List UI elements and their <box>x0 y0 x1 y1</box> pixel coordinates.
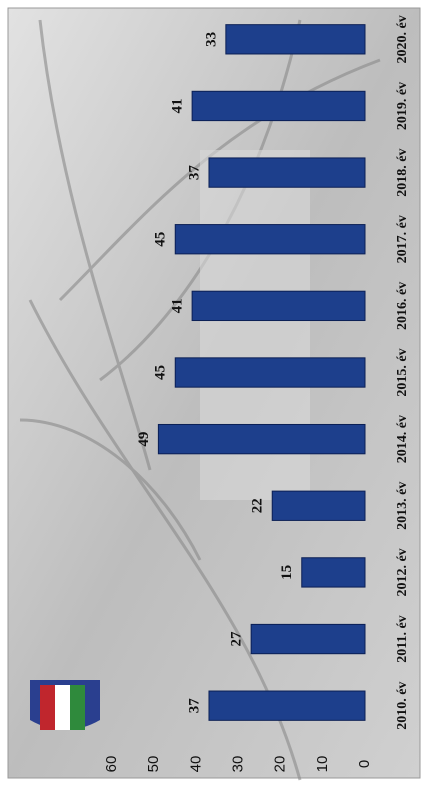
y-tick-label: 10 <box>314 756 331 773</box>
x-tick-label: 2020. év <box>395 15 410 63</box>
value-label: 45 <box>153 365 169 380</box>
x-tick-label: 2011. év <box>395 615 410 662</box>
bar <box>250 623 366 655</box>
value-label: 15 <box>279 565 295 580</box>
x-tick-label: 2017. év <box>395 215 410 263</box>
x-tick-label: 2015. év <box>395 348 410 396</box>
value-label: 37 <box>186 698 202 714</box>
value-label: 27 <box>229 631 245 647</box>
x-tick-label: 2019. év <box>395 82 410 130</box>
bar <box>271 490 366 521</box>
bar <box>174 357 366 388</box>
value-label: 41 <box>170 298 186 313</box>
x-tick-label: 2012. év <box>395 548 410 596</box>
value-label: 22 <box>250 498 266 513</box>
y-tick-label: 20 <box>272 756 289 773</box>
y-tick-label: 50 <box>145 756 162 773</box>
value-label: 37 <box>186 165 202 181</box>
x-tick-label: 2018. év <box>395 148 410 196</box>
y-tick-label: 0 <box>356 760 373 768</box>
bar <box>157 423 366 455</box>
y-tick-label: 30 <box>229 756 246 773</box>
value-label: 41 <box>170 98 186 113</box>
bar <box>174 224 366 255</box>
y-tick-label: 60 <box>103 756 120 773</box>
logo <box>30 680 100 730</box>
bar <box>225 24 366 55</box>
bar <box>191 290 366 322</box>
value-label: 33 <box>203 32 219 47</box>
x-tick-label: 2016. év <box>395 282 410 330</box>
bar <box>208 157 366 188</box>
y-tick-label: 40 <box>187 756 204 773</box>
x-tick-label: 2010. év <box>395 682 410 730</box>
x-tick-label: 2013. év <box>395 482 410 530</box>
bar <box>208 690 366 721</box>
bar <box>301 557 366 588</box>
value-label: 45 <box>153 232 169 247</box>
bar <box>191 90 366 122</box>
plot: 0 10 20 30 40 50 60 2010. év 37 2011. év 27 2012. é… <box>103 15 410 772</box>
x-tick-label: 2014. év <box>395 415 410 463</box>
value-label: 49 <box>136 432 152 447</box>
